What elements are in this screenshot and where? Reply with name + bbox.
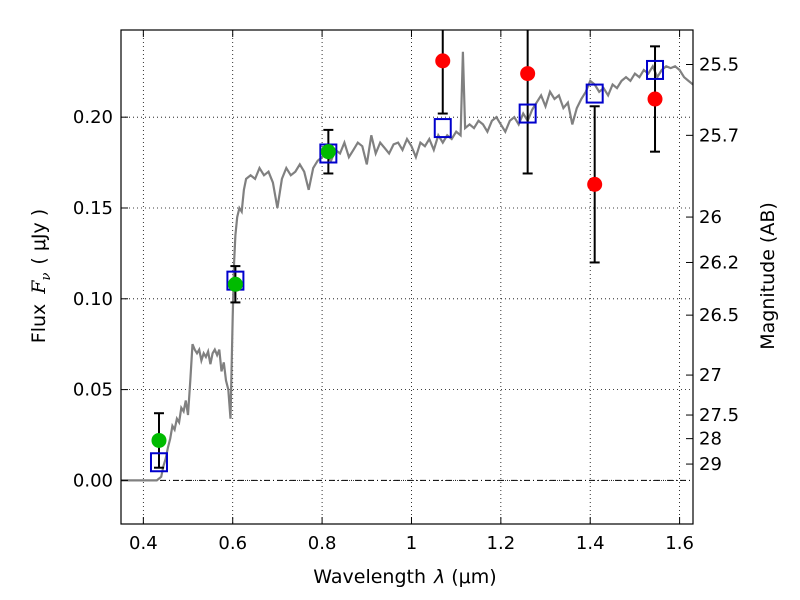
y-tick-label: 0.20 [73,107,113,128]
x-tick-label: 1.2 [487,533,516,554]
magnitude-tick-label: 27.5 [699,405,739,426]
y-axis-ticks: 0.00 0.05 0.10 0.15 0.20 [73,107,128,491]
plot-area [121,51,693,482]
observed-flux-point [435,53,451,69]
magnitude-tick-label: 25.5 [699,55,739,76]
data-markers [149,53,665,473]
magnitude-tick-label: 26.2 [699,252,739,273]
x-axis-label: Wavelength λ (μm) [313,566,496,588]
observed-flux-point [520,66,536,82]
y-axis-label-sub: ν [39,273,54,281]
observed-flux-point [647,91,663,107]
magnitude-tick-label: 25.7 [699,125,739,146]
y-axis-label-text: Flux [28,304,50,344]
y-tick-label: 0.00 [73,470,113,491]
observed-flux-point [227,276,243,292]
magnitude-tick-label: 29 [699,454,722,475]
magnitude-tick-label: 26 [699,207,722,228]
grid-lines [121,30,693,524]
x-tick-label: 1.6 [665,533,694,554]
model-photometry-square [149,452,168,473]
magnitude-tick-label: 28 [699,429,722,450]
y-tick-label: 0.05 [73,380,113,401]
x-tick-label: 0.8 [308,533,337,554]
x-axis-label-text: Wavelength [313,566,426,588]
magnitude-axis-ticks: 25.5 25.7 26 26.2 26.5 27 27.5 28 29 [686,55,739,475]
plot-frame [120,29,694,525]
model-photometry-square [518,103,537,124]
model-sed-line [121,51,693,482]
x-tick-label: 1.4 [576,533,605,554]
y-tick-label: 0.10 [73,289,113,310]
model-photometry-square [433,118,452,139]
x-tick-label: 0.4 [129,533,158,554]
x-axis-label-var: λ [433,566,445,588]
model-photometry-square [585,83,604,104]
y-axis-label-var: F [28,280,50,295]
y-tick-label: 0.15 [73,198,113,219]
magnitude-axis-label: Magnitude (AB) [757,202,779,350]
magnitude-tick-label: 27 [699,365,722,386]
model-photometry-square [646,59,665,80]
x-axis-ticks: 0.4 0.6 0.8 1 1.2 1.4 1.6 [129,30,694,554]
x-tick-label: 1 [406,533,417,554]
observed-flux-point [151,432,167,448]
x-tick-label: 0.6 [218,533,247,554]
y-axis-label-units: ( μJy ) [28,209,50,265]
x-axis-label-units: (μm) [451,566,496,588]
observed-flux-point [587,176,603,192]
observed-flux-point [320,144,336,160]
magnitude-tick-label: 26.5 [699,305,739,326]
y-axis-label: Flux Fν ( μJy ) [28,209,54,343]
